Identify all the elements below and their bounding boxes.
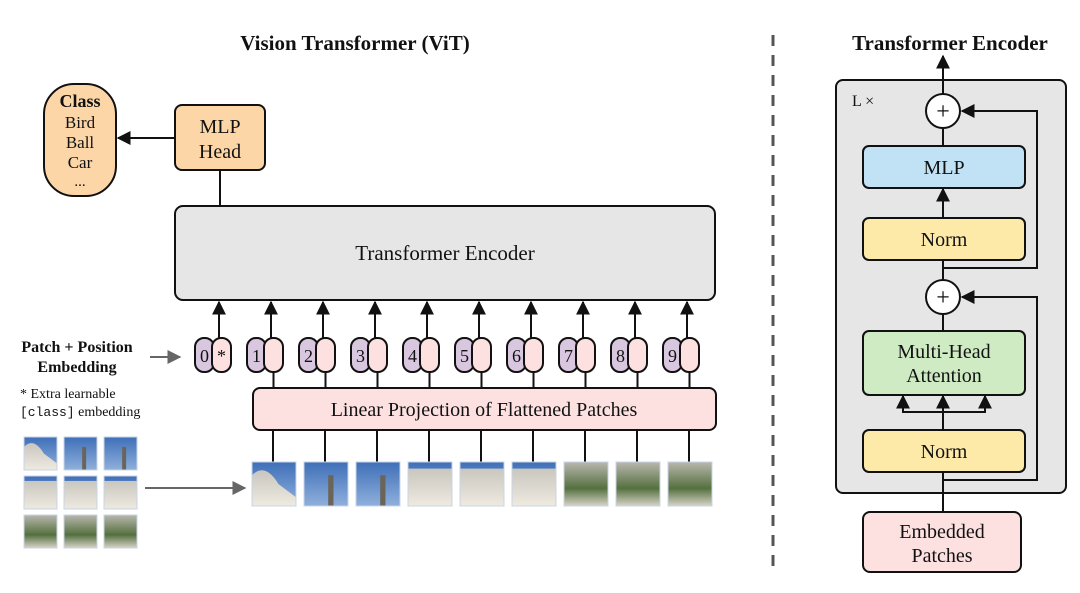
- patch-embedding: [315, 337, 336, 373]
- position-index: 3: [356, 346, 365, 366]
- token-pair: 4: [402, 300, 440, 388]
- image-patch: [355, 461, 401, 507]
- embedding-label: Patch + Position: [21, 339, 132, 356]
- patch-embedding: [211, 337, 232, 373]
- class-code: [class]: [20, 405, 75, 420]
- grid-patch: [103, 514, 138, 549]
- mlp-head-label: Head: [199, 141, 241, 163]
- embedded-patches-box: [862, 511, 1022, 573]
- image-patch: [511, 461, 557, 507]
- token-pair: 0 *: [194, 300, 232, 373]
- extra-note-2: [class] embedding: [20, 405, 140, 420]
- token-pair: 3: [350, 300, 388, 388]
- norm-box: [862, 429, 1026, 473]
- repeat-label: L ×: [852, 93, 874, 110]
- grid-patch: [103, 475, 138, 510]
- position-index: 5: [460, 346, 469, 366]
- token-pair: 7: [558, 300, 596, 388]
- grid-patch: [103, 436, 138, 471]
- image-patch: [459, 461, 505, 507]
- token-pair: 9: [662, 300, 700, 388]
- mlp-box: [862, 145, 1026, 189]
- position-index: 6: [512, 346, 521, 366]
- add-node: [925, 279, 961, 315]
- position-index: 4: [408, 346, 417, 366]
- grid-patch: [63, 514, 98, 549]
- encoder-title: Transformer Encoder: [852, 31, 1048, 55]
- embedding-label: Embedding: [37, 359, 116, 376]
- residual-connection: [943, 290, 1038, 481]
- attention-box: [862, 330, 1026, 396]
- grid-patch: [23, 436, 58, 471]
- position-index: 8: [616, 346, 625, 366]
- token-pair: 5: [454, 300, 492, 388]
- attention-label: Multi-Head: [897, 341, 990, 363]
- patch-embedding: [679, 337, 700, 373]
- grid-patch: [23, 514, 58, 549]
- extra-note: * Extra learnable: [20, 387, 116, 402]
- position-index: 7: [564, 346, 573, 366]
- image-patch-grid: [23, 436, 138, 549]
- position-index: 2: [304, 346, 313, 366]
- class-heading: Class: [59, 91, 100, 111]
- grid-patch: [23, 475, 58, 510]
- token-pair: 2: [298, 300, 336, 388]
- norm-label: Norm: [921, 229, 968, 251]
- image-patch: [615, 461, 661, 507]
- norm-label: Norm: [921, 441, 968, 463]
- attention-label: Attention: [906, 365, 982, 387]
- patch-embedding: [575, 337, 596, 373]
- position-index: 0: [200, 346, 209, 366]
- class-output-box: [43, 83, 117, 197]
- vit-title: Vision Transformer (ViT): [240, 31, 469, 55]
- extra-note-rest: embedding: [75, 405, 141, 420]
- transformer-encoder-label: Transformer Encoder: [355, 241, 534, 265]
- token-pair: 8: [610, 300, 648, 388]
- patch-embedding: [263, 337, 284, 373]
- image-patch: [407, 461, 453, 507]
- grid-patch: [63, 475, 98, 510]
- image-patch: [251, 461, 297, 507]
- class-item: Ball: [66, 133, 95, 152]
- token-pair: 6: [506, 300, 544, 388]
- patch-embedding: [367, 337, 388, 373]
- embedded-patches-label: Embedded: [899, 521, 985, 543]
- plus-sign: +: [936, 99, 950, 125]
- class-item: Bird: [65, 113, 96, 132]
- image-patch: [303, 461, 349, 507]
- embedded-patches-label: Patches: [911, 545, 972, 567]
- linear-projection-box: [252, 387, 717, 431]
- image-patch: [563, 461, 609, 507]
- token-pair: 1: [246, 300, 284, 388]
- patch-row: [251, 430, 713, 507]
- class-item: ...: [74, 174, 85, 190]
- patch-embedding: [523, 337, 544, 373]
- add-node: [925, 93, 961, 129]
- token-row: 0 * 1 2 3 4 5 6 7 8 9: [194, 300, 700, 388]
- image-patch: [667, 461, 713, 507]
- residual-connection: [943, 104, 1038, 269]
- grid-patch: [63, 436, 98, 471]
- position-index: 9: [668, 346, 677, 366]
- linear-projection-label: Linear Projection of Flattened Patches: [331, 399, 638, 421]
- mlp-label: MLP: [923, 157, 964, 179]
- norm-box: [862, 217, 1026, 261]
- patch-embedding: [419, 337, 440, 373]
- transformer-encoder-box: [174, 205, 716, 301]
- patch-embedding: [471, 337, 492, 373]
- patch-embedding: [627, 337, 648, 373]
- plus-sign: +: [936, 285, 950, 311]
- mlp-head-label: MLP: [199, 116, 240, 138]
- class-item: Car: [68, 153, 93, 172]
- class-token-marker: *: [217, 346, 226, 366]
- position-index: 1: [252, 346, 261, 366]
